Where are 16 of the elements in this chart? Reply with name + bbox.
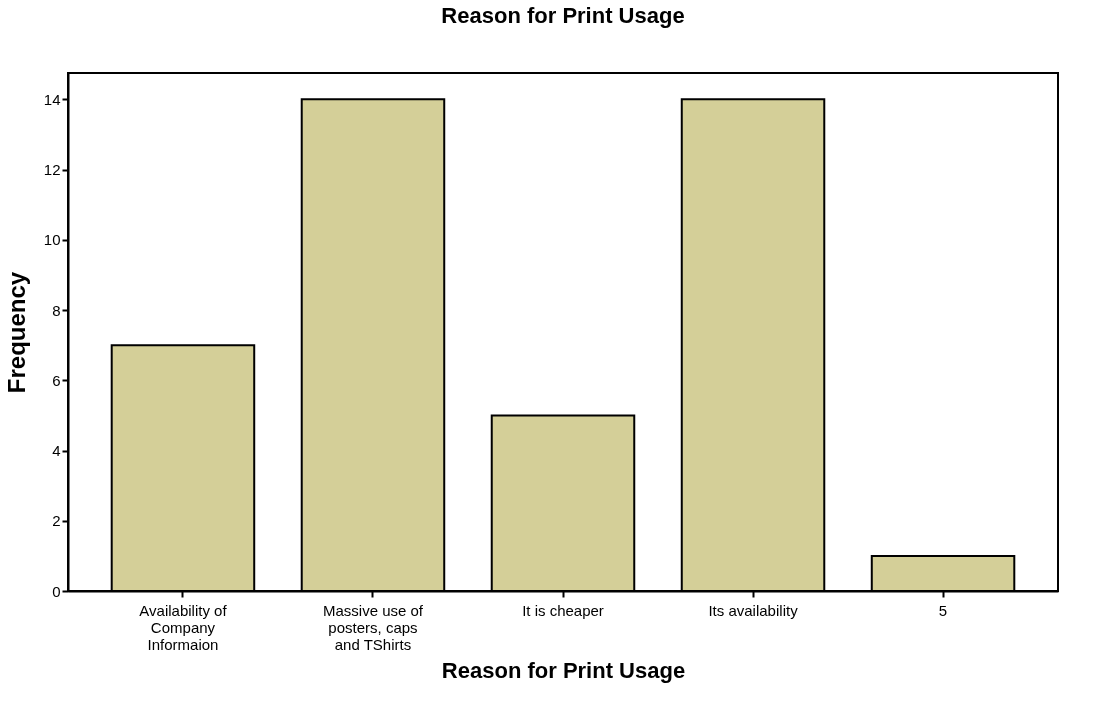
x-tick-label: Availability of Company Informaion xyxy=(139,601,228,653)
x-tick-label: Massive use of posters, caps and TShirts xyxy=(322,601,424,653)
x-tick-label: 5 xyxy=(938,601,948,619)
x-axis-title: Reason for Print Usage xyxy=(441,657,686,683)
y-tick-label: 12 xyxy=(43,161,61,179)
y-tick-label: 0 xyxy=(52,582,61,600)
y-tick-label: 6 xyxy=(52,371,61,389)
y-tick-label: 8 xyxy=(52,301,61,319)
y-tick-label: 2 xyxy=(52,512,61,530)
y-axis-title: Frequency xyxy=(2,271,30,394)
chart-title: Reason for Print Usage xyxy=(441,3,685,28)
y-tick-label: 10 xyxy=(43,231,61,249)
x-tick-label: Its availability xyxy=(708,601,799,619)
y-tick-label: 4 xyxy=(52,442,61,460)
y-tick-label: 14 xyxy=(43,90,61,108)
x-tick-label: It is cheaper xyxy=(522,601,604,619)
